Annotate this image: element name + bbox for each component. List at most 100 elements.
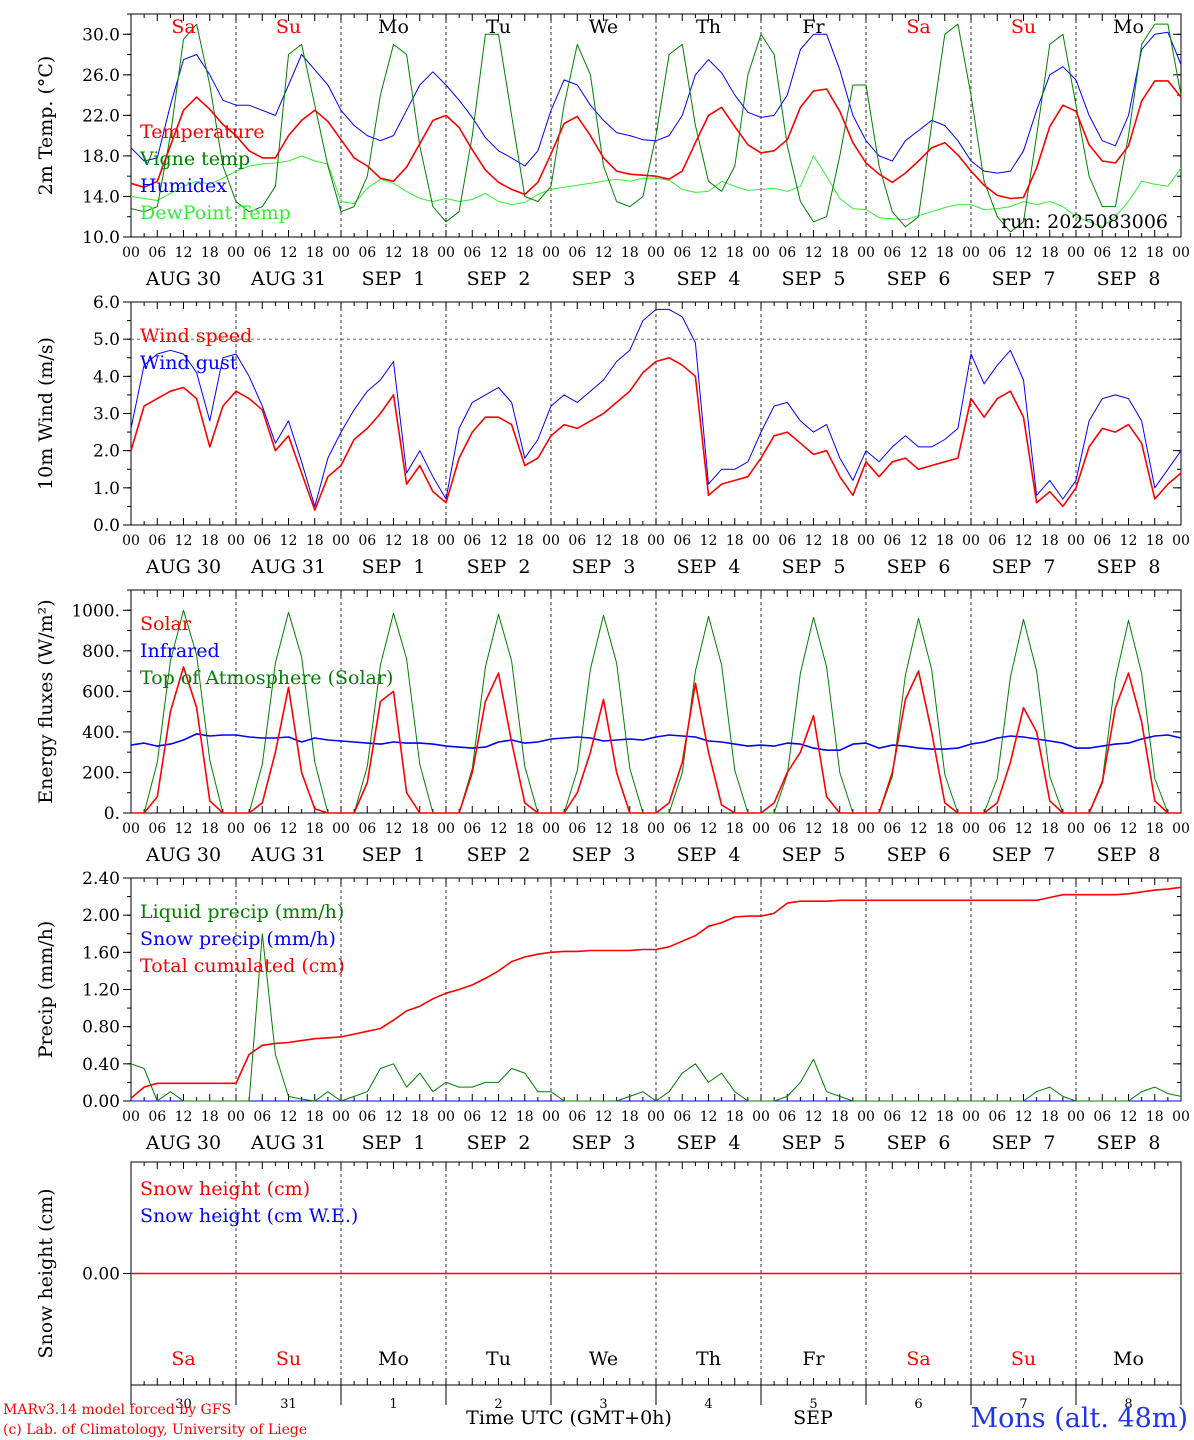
series-line-temperature [130,80,1182,200]
y-tick-label: 4.0 [93,367,120,387]
hour-tick-label: 00 [1172,245,1190,261]
hour-tick-label: 12 [1120,245,1138,261]
panels: 10.014.018.022.026.030.02m Temp. (°C) Tem… [35,13,1190,1412]
weekday-label: Mo [378,1348,409,1370]
hour-tick-label: 00 [227,533,245,549]
date-label: SEP 3 [572,844,636,866]
weekday-label: Mo [378,16,409,38]
date-label: SEP 4 [677,844,741,866]
y-tick-label: 0.40 [82,1055,120,1075]
date-label: SEP 8 [1097,1132,1161,1154]
date-label: SEP 6 [887,1132,951,1154]
y-axis-label: Precip (mm/h) [35,921,57,1059]
date-label: SEP 2 [467,556,531,578]
hour-tick-label: 12 [595,1109,613,1125]
hour-tick-label: 00 [1172,1109,1190,1125]
hour-tick-label: 18 [411,1109,429,1125]
date-label: SEP 2 [467,1132,531,1154]
hour-tick-label: 00 [1067,245,1085,261]
day-number: 6 [914,1397,922,1412]
hour-tick-label: 12 [280,1109,298,1125]
weekday-label: Su [276,1348,301,1370]
hour-tick-label: 18 [306,1109,324,1125]
hour-tick-label: 00 [437,245,455,261]
hour-tick-label: 00 [647,1109,665,1125]
y-tick-label: 3.0 [93,405,120,425]
hour-tick-label: 18 [1041,1109,1059,1125]
hour-tick-label: 06 [253,533,271,549]
hour-tick-label: 12 [805,533,823,549]
date-label: AUG 31 [250,268,326,290]
time-axis-label: Time UTC (GMT+0h) [466,1407,672,1429]
y-axis-label: Energy fluxes (W/m²) [35,599,57,803]
weekday-label: Su [1011,16,1036,38]
hour-tick-label: 18 [411,533,429,549]
y-tick-label: 1.60 [82,943,120,963]
hour-tick-label: 12 [700,533,718,549]
hour-tick-label: 06 [778,1109,796,1125]
hour-tick-label: 00 [542,821,560,837]
y-axis-label: Snow height (cm) [35,1188,57,1358]
date-label: SEP 7 [992,844,1056,866]
chart-panel-3: 0. 200. 400. 600. 800. 1000. Energy fluxes (W/… [35,589,1190,866]
hour-tick-label: 12 [385,821,403,837]
date-label: SEP 8 [1097,844,1161,866]
date-label: SEP 5 [782,556,846,578]
date-label: SEP 4 [677,556,741,578]
hour-tick-label: 18 [1041,821,1059,837]
legend-entry: Snow height (cm W.E.) [140,1205,358,1227]
hour-tick-label: 12 [490,1109,508,1125]
date-label: AUG 31 [250,844,326,866]
day-number: 4 [704,1397,712,1412]
hour-tick-label: 18 [831,1109,849,1125]
hour-tick-label: 18 [936,821,954,837]
y-tick-label: 0. [104,804,120,824]
series-line-vigne-temp [130,23,1182,233]
hour-tick-label: 06 [148,533,166,549]
hour-tick-label: 06 [673,821,691,837]
hour-tick-label: 06 [463,1109,481,1125]
hour-tick-label: 18 [831,533,849,549]
hour-tick-label: 06 [988,533,1006,549]
weekday-label: Fr [802,1348,825,1370]
hour-tick-label: 00 [122,1109,140,1125]
y-tick-label: 5.0 [93,330,120,350]
date-label: SEP 2 [467,268,531,290]
hour-tick-label: 18 [306,533,324,549]
hour-tick-label: 00 [857,533,875,549]
y-axis-label: 10m Wind (m/s) [35,337,57,490]
date-label: AUG 30 [145,268,221,290]
hour-tick-label: 06 [463,245,481,261]
hour-tick-label: 18 [1146,1109,1164,1125]
legend-entry: Top of Atmosphere (Solar) [140,667,393,689]
month-label: SEP [793,1407,833,1429]
hour-tick-label: 06 [673,533,691,549]
hour-tick-label: 00 [962,821,980,837]
hour-tick-label: 12 [700,245,718,261]
hour-tick-label: 18 [306,821,324,837]
hour-tick-label: 06 [148,245,166,261]
hour-tick-label: 00 [122,245,140,261]
hour-tick-label: 06 [1093,533,1111,549]
y-tick-label: 1.20 [82,981,120,1001]
date-label: SEP 5 [782,1132,846,1154]
hour-tick-label: 12 [175,533,193,549]
plot-frame [130,301,1182,526]
y-tick-label: 14.0 [82,187,120,207]
legend-entry: Vigne temp [139,148,250,170]
hour-tick-label: 18 [726,533,744,549]
series-line-wind-gust [130,308,1182,507]
hour-tick-label: 00 [647,245,665,261]
hour-tick-label: 06 [358,245,376,261]
hour-tick-label: 06 [1093,245,1111,261]
date-label: SEP 1 [362,556,426,578]
hour-tick-label: 06 [988,821,1006,837]
legend-entry: Wind speed [140,325,252,347]
hour-tick-label: 12 [595,245,613,261]
hour-tick-label: 12 [1120,821,1138,837]
y-axis-label: 2m Temp. (°C) [35,56,57,196]
hour-tick-label: 18 [201,245,219,261]
hour-tick-label: 18 [621,821,639,837]
hour-tick-label: 12 [490,245,508,261]
